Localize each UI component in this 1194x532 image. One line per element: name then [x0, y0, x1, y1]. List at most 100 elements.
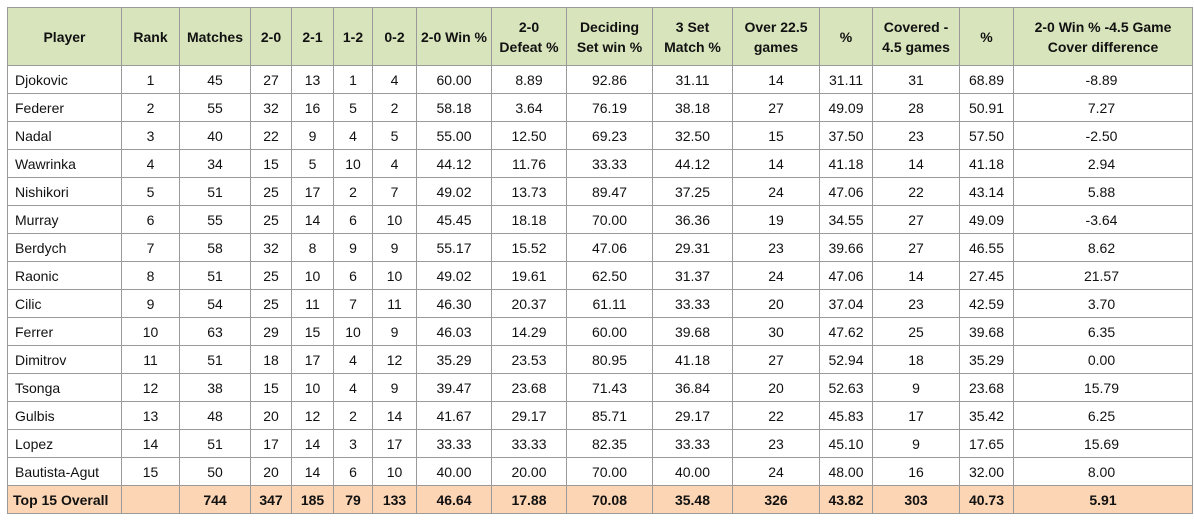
cell-matches: 55 — [179, 205, 251, 234]
cell-2-0: 27 — [250, 65, 292, 94]
cell-2-0: 25 — [250, 177, 292, 206]
cell-over-22-5-pct: 47.06 — [819, 177, 873, 206]
cell-covered-4-5-games: 14 — [872, 149, 960, 178]
cell-rank: 3 — [121, 121, 180, 150]
cell-0-2: 9 — [372, 317, 417, 346]
header-text: Deciding — [579, 18, 640, 35]
column-header-3-set-match-pct: 3 Set Match % — [652, 7, 733, 66]
cell-2-0: 25 — [250, 289, 292, 318]
cell-over-22-5-games: 23 — [732, 233, 820, 262]
cell-covered-pct: 42.59 — [959, 289, 1014, 318]
cell-over-22-5-pct: 37.04 — [819, 289, 873, 318]
cell-2-1: 15 — [291, 317, 334, 346]
cell-rank: 14 — [121, 429, 180, 458]
cell-covered-4-5-games: 27 — [872, 205, 960, 234]
cell-player: Bautista-Agut — [7, 457, 122, 486]
total-cell-over-22-5-games: 326 — [732, 485, 820, 514]
cell-2-0: 18 — [250, 345, 292, 374]
table-row: Djokovic 1 45 27 13 1 4 60.00 8.89 92.86 31.11 14 31… — [7, 65, 1193, 94]
cell-over-22-5-games: 20 — [732, 373, 820, 402]
cell-over-22-5-games: 24 — [732, 177, 820, 206]
cell-covered-pct: 39.68 — [959, 317, 1014, 346]
cell-2-1: 8 — [291, 233, 334, 262]
header-text: 3 Set — [675, 18, 710, 35]
cell-3-set-match-pct: 39.68 — [652, 317, 733, 346]
table-row: Raonic 8 51 25 10 6 10 49.02 19.61 62.50 31.37 24 47… — [7, 261, 1193, 290]
header-text: Cover difference — [1047, 38, 1159, 55]
cell-0-2: 14 — [372, 401, 417, 430]
cell-rank: 7 — [121, 233, 180, 262]
total-cell-2-0-defeat-pct: 17.88 — [491, 485, 567, 514]
cell-matches: 34 — [179, 149, 251, 178]
cell-player: Murray — [7, 205, 122, 234]
cell-2-0-defeat-pct: 33.33 — [491, 429, 567, 458]
cell-3-set-match-pct: 29.17 — [652, 401, 733, 430]
cell-rank: 10 — [121, 317, 180, 346]
cell-player: Raonic — [7, 261, 122, 290]
header-text: % — [980, 28, 993, 45]
total-cell-covered-pct: 40.73 — [959, 485, 1014, 514]
cell-covered-pct: 49.09 — [959, 205, 1014, 234]
cell-covered-pct: 27.45 — [959, 261, 1014, 290]
cell-over-22-5-pct: 45.83 — [819, 401, 873, 430]
table-row: Tsonga 12 38 15 10 4 9 39.47 23.68 71.43 36.84 20 52… — [7, 373, 1193, 402]
total-cell-2-1: 185 — [291, 485, 334, 514]
cell-covered-pct: 23.68 — [959, 373, 1014, 402]
cell-covered-4-5-games: 22 — [872, 177, 960, 206]
cell-0-2: 11 — [372, 289, 417, 318]
total-cell-1-2: 79 — [333, 485, 373, 514]
cell-covered-pct: 35.29 — [959, 345, 1014, 374]
cell-matches: 54 — [179, 289, 251, 318]
cell-over-22-5-games: 23 — [732, 429, 820, 458]
header-text: Matches — [186, 28, 244, 45]
cell-matches: 38 — [179, 373, 251, 402]
column-header-player: Player — [7, 7, 122, 66]
cell-rank: 11 — [121, 345, 180, 374]
cell-1-2: 2 — [333, 177, 373, 206]
total-cell-player: Top 15 Overall — [7, 485, 122, 514]
cell-2-0-defeat-pct: 14.29 — [491, 317, 567, 346]
cell-0-2: 17 — [372, 429, 417, 458]
cell-3-set-match-pct: 44.12 — [652, 149, 733, 178]
cell-2-0-win-pct: 55.00 — [416, 121, 492, 150]
header-text: 2-0 Win % -4.5 Game — [1034, 18, 1172, 35]
cell-2-1: 11 — [291, 289, 334, 318]
cell-2-0-defeat-pct: 18.18 — [491, 205, 567, 234]
cell-matches: 50 — [179, 457, 251, 486]
cell-matches: 40 — [179, 121, 251, 150]
cell-over-22-5-pct: 37.50 — [819, 121, 873, 150]
column-header-0-2: 0-2 — [372, 7, 417, 66]
cell-player: Ferrer — [7, 317, 122, 346]
cell-1-2: 4 — [333, 345, 373, 374]
cell-3-set-match-pct: 37.25 — [652, 177, 733, 206]
header-text: 2-0 Win % — [421, 28, 487, 45]
cell-0-2: 5 — [372, 121, 417, 150]
cell-matches: 51 — [179, 345, 251, 374]
cell-matches: 51 — [179, 429, 251, 458]
cell-2-0: 20 — [250, 401, 292, 430]
total-cell-covered-4-5-games: 303 — [872, 485, 960, 514]
cell-over-22-5-pct: 52.94 — [819, 345, 873, 374]
cell-3-set-match-pct: 31.37 — [652, 261, 733, 290]
column-header-1-2: 1-2 — [333, 7, 373, 66]
cell-2-0-win-pct: 46.03 — [416, 317, 492, 346]
cell-win-cover-difference: -8.89 — [1013, 65, 1193, 94]
cell-1-2: 10 — [333, 149, 373, 178]
cell-over-22-5-pct: 45.10 — [819, 429, 873, 458]
cell-deciding-set-win-pct: 70.00 — [566, 205, 653, 234]
cell-1-2: 2 — [333, 401, 373, 430]
cell-over-22-5-pct: 41.18 — [819, 149, 873, 178]
cell-2-0-defeat-pct: 13.73 — [491, 177, 567, 206]
cell-over-22-5-games: 14 — [732, 149, 820, 178]
cell-2-0: 15 — [250, 373, 292, 402]
cell-covered-pct: 43.14 — [959, 177, 1014, 206]
cell-player: Berdych — [7, 233, 122, 262]
header-text: Defeat % — [499, 38, 559, 55]
header-text: Player — [43, 28, 86, 45]
total-row: Top 15 Overall 744 347 185 79 133 46.64 17.88 70… — [7, 485, 1193, 514]
column-header-2-1: 2-1 — [291, 7, 334, 66]
cell-over-22-5-games: 27 — [732, 345, 820, 374]
cell-3-set-match-pct: 31.11 — [652, 65, 733, 94]
cell-win-cover-difference: 15.69 — [1013, 429, 1193, 458]
cell-deciding-set-win-pct: 85.71 — [566, 401, 653, 430]
